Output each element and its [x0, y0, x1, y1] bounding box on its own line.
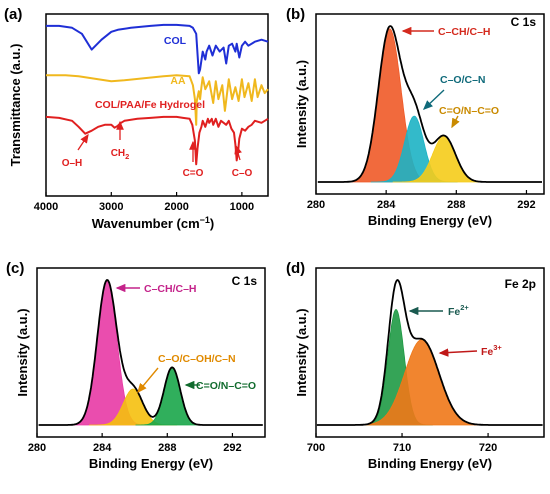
panel-title: C 1s	[511, 15, 537, 29]
panel-c: 280 284 288 292 Binding Energy (eV) Intensity…	[6, 260, 266, 471]
panel-title: Fe 2p	[505, 277, 536, 291]
y-axis-label: Intensity (a.u.)	[15, 308, 30, 396]
label-arrow-1	[137, 367, 159, 394]
peak-label-sup-0: 2+	[460, 303, 469, 312]
x-axis-label-tail: )	[210, 216, 214, 231]
peak-fill-1	[344, 339, 500, 426]
peak-label-2: C=O/N–C=O	[439, 105, 499, 117]
label-arrow-1	[438, 348, 478, 357]
panel-d: 700 710 720 Binding Energy (eV) Intensity (a…	[286, 260, 545, 471]
x-tick-label: 284	[377, 199, 396, 211]
plot-frame	[315, 267, 545, 438]
panel-b: 280 284 288 292 Binding Energy (eV) Intensity…	[286, 6, 545, 228]
annotation-ch2: CH2	[111, 148, 130, 161]
x-tick-label: 710	[393, 442, 411, 454]
annotation-arrow-co-single	[234, 144, 242, 161]
panel-label: (b)	[286, 6, 305, 23]
y-axis-label: Intensity (a.u.)	[294, 308, 309, 396]
x-tick-label: 292	[223, 442, 241, 454]
peak-label-1: Fe3+	[481, 343, 502, 358]
panel-title: C 1s	[232, 274, 258, 288]
annotation-oh: O–H	[62, 158, 83, 169]
x-tick-label: 288	[158, 442, 176, 454]
peak-label-0: C–CH/C–H	[144, 283, 197, 295]
x-tick-label: 292	[517, 199, 535, 211]
label-arrow-1	[422, 89, 445, 110]
x-axis-label: Binding Energy (eV)	[89, 456, 213, 471]
x-axis-label: Binding Energy (eV)	[368, 213, 492, 228]
x-tick-label: 288	[447, 199, 465, 211]
legend-label-1: AA	[170, 75, 186, 87]
label-arrow-2	[451, 115, 460, 129]
legend-label-2: COL/PAA/Fe Hydrogel	[95, 99, 205, 111]
annotation-c-single-o: C–O	[232, 168, 253, 179]
x-tick-label: 700	[307, 442, 325, 454]
plot-frame	[36, 267, 266, 438]
x-tick-label: 280	[307, 199, 325, 211]
peak-label-0: C–CH/C–H	[438, 26, 491, 38]
panel-label: (c)	[6, 260, 24, 277]
x-tick-label: 284	[93, 442, 112, 454]
panel-label: (a)	[4, 6, 22, 23]
series-line-1	[46, 74, 269, 126]
x-tick-label: 3000	[99, 201, 123, 213]
x-tick-label: 1000	[230, 201, 254, 213]
peak-label-1: C–O/C–OH/C–N	[158, 353, 236, 365]
envelope-line	[317, 25, 542, 183]
annotation-c-double-o: C=O	[183, 168, 204, 179]
x-axis-label-sup: −1	[200, 215, 210, 225]
x-tick-label: 4000	[34, 201, 58, 213]
annotation-arrow-oh	[77, 133, 89, 151]
y-axis-label: Transmittance (a.u.)	[8, 44, 23, 167]
peak-label-0: Fe2+	[448, 303, 469, 318]
peak-label-1: C–O/C–N	[440, 74, 486, 86]
panel-label: (d)	[286, 260, 305, 277]
x-tick-label: 2000	[164, 201, 188, 213]
envelope-line	[316, 278, 543, 426]
panel-a: 4000 3000 2000 1000 Wavenumber (cm−1) Transmi…	[4, 6, 269, 231]
x-axis-label: Wavenumber (cm−1)	[92, 215, 215, 231]
plot-frame	[45, 13, 269, 197]
series-line-0	[46, 23, 269, 75]
x-tick-label: 280	[28, 442, 46, 454]
plot-frame	[315, 13, 545, 195]
x-tick-label: 720	[479, 442, 497, 454]
y-axis-label: Intensity (a.u.)	[294, 60, 309, 148]
legend-label-0: COL	[164, 35, 187, 47]
envelope-line	[38, 279, 263, 426]
annotation-ch2-sub: 2	[125, 152, 129, 161]
x-axis-label: Binding Energy (eV)	[368, 456, 492, 471]
peak-label-sup-1: 3+	[493, 343, 502, 352]
peak-label-2: C=O/N–C=O	[196, 380, 256, 392]
